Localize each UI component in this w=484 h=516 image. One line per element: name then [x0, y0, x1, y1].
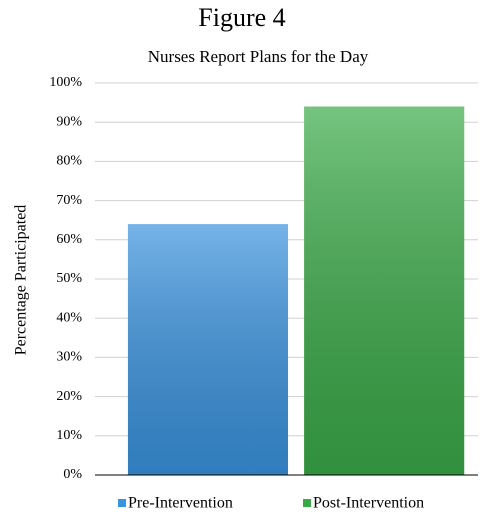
- y-tick-label: 80%: [56, 154, 82, 169]
- y-tick-label: 10%: [56, 428, 82, 443]
- y-tick-label: 50%: [56, 271, 82, 286]
- y-tick-label: 100%: [49, 75, 82, 90]
- chart-title: Figure 4: [198, 3, 285, 32]
- bar-shading: [127, 224, 289, 475]
- legend-label: Pre-Intervention: [128, 495, 233, 512]
- y-tick-label: 20%: [56, 389, 82, 404]
- bar-shading: [304, 106, 465, 476]
- y-tick-label: 60%: [56, 232, 82, 247]
- y-tick-label: 90%: [56, 114, 82, 129]
- chart-subtitle: Nurses Report Plans for the Day: [148, 47, 369, 66]
- y-tick-label: 70%: [56, 193, 82, 208]
- legend-swatch: [303, 499, 311, 507]
- y-tick-label: 30%: [56, 350, 82, 365]
- y-tick-label: 0%: [63, 467, 82, 482]
- y-axis-label: Percentage Participated: [13, 205, 30, 356]
- legend-swatch: [118, 499, 126, 507]
- y-tick-label: 40%: [56, 310, 82, 325]
- legend-label: Post-Intervention: [313, 495, 424, 512]
